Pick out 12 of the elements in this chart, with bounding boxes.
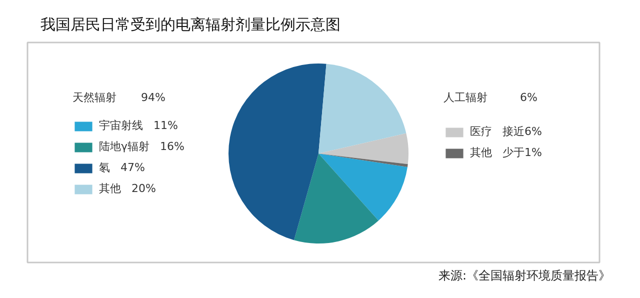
- legend-label: 陆地γ辐射 16%: [99, 139, 184, 154]
- text: 人工辐射: [444, 91, 488, 104]
- source-note: 来源:《全国辐射环境质量报告》: [438, 268, 611, 282]
- text: 天然辐射: [72, 91, 116, 104]
- legend-label: 医疗 接近6%: [470, 124, 542, 139]
- text: 6%: [520, 91, 538, 104]
- legend-label: 其他 少于1%: [470, 145, 542, 160]
- legend-label: 其他 20%: [99, 181, 156, 196]
- text: 94%: [141, 91, 166, 104]
- legend-label: 宇宙射线 11%: [99, 118, 178, 133]
- legend-label: 氡 47%: [99, 160, 145, 175]
- chart-title: 我国居民日常受到的电离辐射剂量比例示意图: [40, 16, 340, 34]
